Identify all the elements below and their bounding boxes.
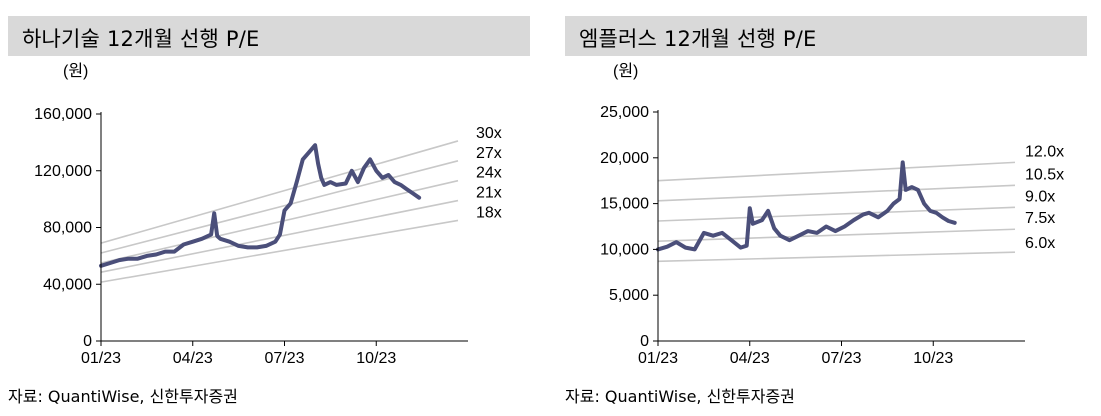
chart-panel-mplus: 엠플러스 12개월 선행 P/E (원) 12.0x 10.5x 9.0x 7.5x 6.… bbox=[565, 0, 1095, 416]
pe-band-line bbox=[657, 184, 1016, 202]
y-unit-label: (원) bbox=[613, 62, 638, 80]
chart-title-bar: 하나기술 12개월 선행 P/E bbox=[8, 16, 530, 56]
x-tick-label: 01/23 bbox=[638, 350, 678, 367]
x-tick-label: 07/23 bbox=[264, 350, 304, 367]
pe-band-line bbox=[100, 219, 459, 283]
pe-band-line bbox=[657, 206, 1016, 222]
pe-band-label: 9.0x bbox=[1025, 188, 1055, 205]
y-tick-label: 25,000 bbox=[600, 104, 649, 121]
chart-area-hana: (원) 30x 27x 24x 21x 18x 0 40,000 80,000 120,000 16… bbox=[34, 62, 502, 367]
chart-source: 자료: QuantiWise, 신한투자증권 bbox=[8, 387, 238, 406]
y-unit-label: (원) bbox=[63, 62, 88, 80]
chart-title-bar: 엠플러스 12개월 선행 P/E bbox=[565, 16, 1087, 56]
pe-band-line bbox=[657, 228, 1016, 242]
pe-band-label: 7.5x bbox=[1025, 210, 1055, 227]
x-tick-label: 10/23 bbox=[356, 350, 396, 367]
y-tick-label: 0 bbox=[640, 333, 649, 350]
x-tick-label: 04/23 bbox=[730, 350, 770, 367]
y-tick-label: 80,000 bbox=[43, 220, 92, 237]
x-tick-label: 10/23 bbox=[913, 350, 953, 367]
y-tick-label: 10,000 bbox=[600, 241, 649, 258]
x-tick-label: 01/23 bbox=[81, 350, 121, 367]
pe-band-label: 10.5x bbox=[1025, 166, 1064, 183]
x-tick-label: 07/23 bbox=[821, 350, 861, 367]
chart-source: 자료: QuantiWise, 신한투자증권 bbox=[565, 387, 795, 406]
pe-band-line bbox=[100, 179, 459, 264]
pe-band-line bbox=[657, 161, 1016, 182]
y-tick-label: 40,000 bbox=[43, 276, 92, 293]
y-tick-label: 120,000 bbox=[34, 163, 92, 180]
price-series-line bbox=[99, 143, 422, 268]
pe-band-label: 24x bbox=[476, 165, 502, 182]
y-tick-label: 160,000 bbox=[34, 106, 92, 123]
pe-band-label: 30x bbox=[476, 125, 502, 142]
y-tick-label: 20,000 bbox=[600, 150, 649, 167]
y-tick-label: 0 bbox=[83, 333, 92, 350]
pe-band-line bbox=[100, 160, 459, 254]
pe-band-label: 18x bbox=[476, 204, 502, 221]
pe-band-label: 21x bbox=[476, 185, 502, 202]
chart-title: 엠플러스 12개월 선행 P/E bbox=[579, 27, 817, 51]
chart-title: 하나기술 12개월 선행 P/E bbox=[22, 27, 260, 51]
pe-band-line bbox=[100, 140, 459, 244]
y-tick-label: 5,000 bbox=[609, 287, 649, 304]
pe-band-line bbox=[657, 251, 1016, 263]
chart-panel-hana: 하나기술 12개월 선행 P/E (원) 30x 27x 24x 21x 18x 0 40,0… bbox=[8, 0, 538, 416]
chart-area-mplus: (원) 12.0x 10.5x 9.0x 7.5x 6.0x 0 5,000 10,000 15,… bbox=[600, 62, 1064, 367]
pe-band-label: 27x bbox=[476, 145, 502, 162]
pe-band-label: 6.0x bbox=[1025, 235, 1055, 252]
pe-band-label: 12.0x bbox=[1025, 143, 1064, 160]
y-tick-label: 15,000 bbox=[600, 196, 649, 213]
x-tick-label: 04/23 bbox=[173, 350, 213, 367]
price-series-line bbox=[656, 160, 957, 252]
